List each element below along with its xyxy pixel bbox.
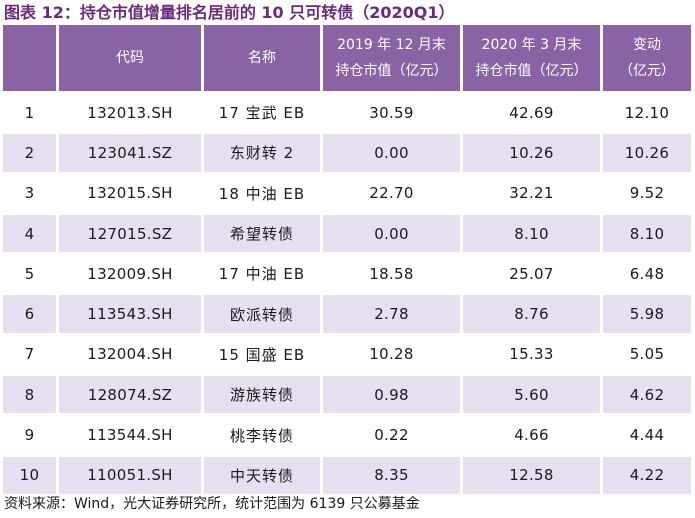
cell-change: 12.10 (600, 91, 691, 132)
header-dec2019-line2: 持仓市值（亿元） (335, 63, 448, 79)
cell-rank: 7 (3, 332, 56, 374)
cell-rank: 10 (3, 453, 56, 494)
table-row: 6 113543.SH 欧派转债 2.78 8.76 5.98 (3, 292, 691, 333)
cell-rank: 4 (3, 211, 56, 253)
cell-change: 4.22 (600, 453, 691, 494)
cell-name: 游族转债 (201, 373, 320, 414)
cell-mar2020: 8.76 (460, 292, 600, 333)
cell-code: 132013.SH (56, 91, 201, 132)
cell-dec2019: 30.59 (320, 91, 460, 132)
cell-mar2020: 15.33 (460, 332, 600, 374)
header-code: 代码 (56, 25, 201, 91)
header-mar2020: 2020 年 3 月末 持仓市值（亿元） (460, 25, 600, 91)
table-row: 8 128074.SZ 游族转债 0.98 5.60 4.62 (3, 373, 691, 414)
holdings-table: 代码 名称 2019 年 12 月末 持仓市值（亿元） 2020 年 3 月末 … (3, 25, 691, 494)
cell-change: 8.10 (600, 211, 691, 253)
header-mar2020-line1: 2020 年 3 月末 (481, 37, 582, 53)
cell-name: 15 国盛 EB (201, 332, 320, 374)
cell-code: 110051.SH (56, 453, 201, 494)
cell-mar2020: 25.07 (460, 252, 600, 293)
cell-change: 5.05 (600, 332, 691, 374)
figure-title: 图表 12：持仓市值增量排名居前的 10 只可转债（2020Q1） (4, 3, 455, 22)
cell-dec2019: 0.22 (320, 413, 460, 454)
table-row: 10 110051.SH 中天转债 8.35 12.58 4.22 (3, 453, 691, 494)
table-row: 2 123041.SZ 东财转 2 0.00 10.26 10.26 (3, 131, 691, 172)
table-row: 9 113544.SH 桃李转债 0.22 4.66 4.44 (3, 413, 691, 454)
table-row: 1 132013.SH 17 宝武 EB 30.59 42.69 12.10 (3, 91, 691, 132)
table-row: 5 132009.SH 17 中油 EB 18.58 25.07 6.48 (3, 252, 691, 293)
table-row: 7 132004.SH 15 国盛 EB 10.28 15.33 5.05 (3, 332, 691, 374)
cell-rank: 6 (3, 292, 56, 333)
header-change-line2: （亿元） (619, 63, 675, 79)
cell-mar2020: 8.10 (460, 211, 600, 253)
header-row: 代码 名称 2019 年 12 月末 持仓市值（亿元） 2020 年 3 月末 … (3, 25, 691, 91)
cell-name: 桃李转债 (201, 413, 320, 454)
source-note: 资料来源：Wind，光大证券研究所，统计范围为 6139 只公募基金 (4, 496, 420, 512)
cell-rank: 1 (3, 91, 56, 132)
cell-change: 5.98 (600, 292, 691, 333)
cell-mar2020: 10.26 (460, 131, 600, 172)
cell-code: 132009.SH (56, 252, 201, 293)
cell-code: 132015.SH (56, 171, 201, 212)
header-change: 变动 （亿元） (600, 25, 691, 91)
header-name-label: 名称 (248, 50, 276, 66)
header-mar2020-line2: 持仓市值（亿元） (475, 63, 588, 79)
cell-dec2019: 22.70 (320, 171, 460, 212)
cell-name: 17 宝武 EB (201, 91, 320, 132)
cell-mar2020: 4.66 (460, 413, 600, 454)
table-row: 4 127015.SZ 希望转债 0.00 8.10 8.10 (3, 211, 691, 253)
cell-code: 127015.SZ (56, 211, 201, 253)
cell-name: 东财转 2 (201, 131, 320, 172)
cell-code: 113544.SH (56, 413, 201, 454)
cell-rank: 3 (3, 171, 56, 212)
cell-mar2020: 32.21 (460, 171, 600, 212)
header-dec2019-line1: 2019 年 12 月末 (337, 37, 446, 53)
header-change-line1: 变动 (633, 37, 661, 53)
cell-rank: 5 (3, 252, 56, 293)
cell-dec2019: 18.58 (320, 252, 460, 293)
cell-change: 4.44 (600, 413, 691, 454)
cell-code: 128074.SZ (56, 373, 201, 414)
cell-dec2019: 0.98 (320, 373, 460, 414)
table-row: 3 132015.SH 18 中油 EB 22.70 32.21 9.52 (3, 171, 691, 212)
cell-code: 132004.SH (56, 332, 201, 374)
cell-code: 113543.SH (56, 292, 201, 333)
cell-name: 17 中油 EB (201, 252, 320, 293)
cell-name: 欧派转债 (201, 292, 320, 333)
cell-code: 123041.SZ (56, 131, 201, 172)
cell-name: 希望转债 (201, 211, 320, 253)
cell-name: 18 中油 EB (201, 171, 320, 212)
cell-dec2019: 0.00 (320, 131, 460, 172)
header-dec2019: 2019 年 12 月末 持仓市值（亿元） (320, 25, 460, 91)
header-code-label: 代码 (116, 50, 144, 66)
cell-change: 4.62 (600, 373, 691, 414)
holdings-table-container: 代码 名称 2019 年 12 月末 持仓市值（亿元） 2020 年 3 月末 … (3, 25, 691, 494)
cell-dec2019: 8.35 (320, 453, 460, 494)
cell-mar2020: 12.58 (460, 453, 600, 494)
header-rank (3, 25, 56, 91)
cell-rank: 2 (3, 131, 56, 172)
cell-rank: 9 (3, 413, 56, 454)
cell-dec2019: 0.00 (320, 211, 460, 253)
cell-change: 9.52 (600, 171, 691, 212)
cell-dec2019: 10.28 (320, 332, 460, 374)
cell-mar2020: 42.69 (460, 91, 600, 132)
cell-change: 6.48 (600, 252, 691, 293)
cell-name: 中天转债 (201, 453, 320, 494)
cell-dec2019: 2.78 (320, 292, 460, 333)
header-name: 名称 (201, 25, 320, 91)
cell-mar2020: 5.60 (460, 373, 600, 414)
cell-change: 10.26 (600, 131, 691, 172)
cell-rank: 8 (3, 373, 56, 414)
